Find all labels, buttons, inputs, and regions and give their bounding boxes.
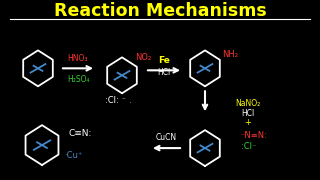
Text: CuCN: CuCN — [156, 133, 177, 142]
Text: Reaction Mechanisms: Reaction Mechanisms — [54, 3, 266, 21]
Text: C≡N:: C≡N: — [68, 129, 92, 138]
Text: HCl: HCl — [157, 68, 171, 77]
Text: NH₂: NH₂ — [222, 50, 238, 59]
Text: .: . — [129, 95, 132, 105]
Text: NO₂: NO₂ — [135, 53, 151, 62]
Text: H₂SO₄: H₂SO₄ — [67, 75, 89, 84]
Text: NaNO₂: NaNO₂ — [236, 99, 260, 108]
Text: ·Cu⁺: ·Cu⁺ — [64, 151, 82, 160]
Text: ⁻: ⁻ — [122, 97, 126, 103]
Text: .: . — [106, 95, 108, 105]
Text: +: + — [244, 118, 252, 127]
Text: ⁻N≡N:: ⁻N≡N: — [240, 131, 267, 140]
Text: Fe: Fe — [158, 56, 170, 65]
Text: :Cl⁻: :Cl⁻ — [241, 142, 256, 151]
Text: HNO₃: HNO₃ — [68, 54, 88, 63]
Text: HCl: HCl — [241, 109, 255, 118]
Text: :Cl:: :Cl: — [105, 96, 119, 105]
